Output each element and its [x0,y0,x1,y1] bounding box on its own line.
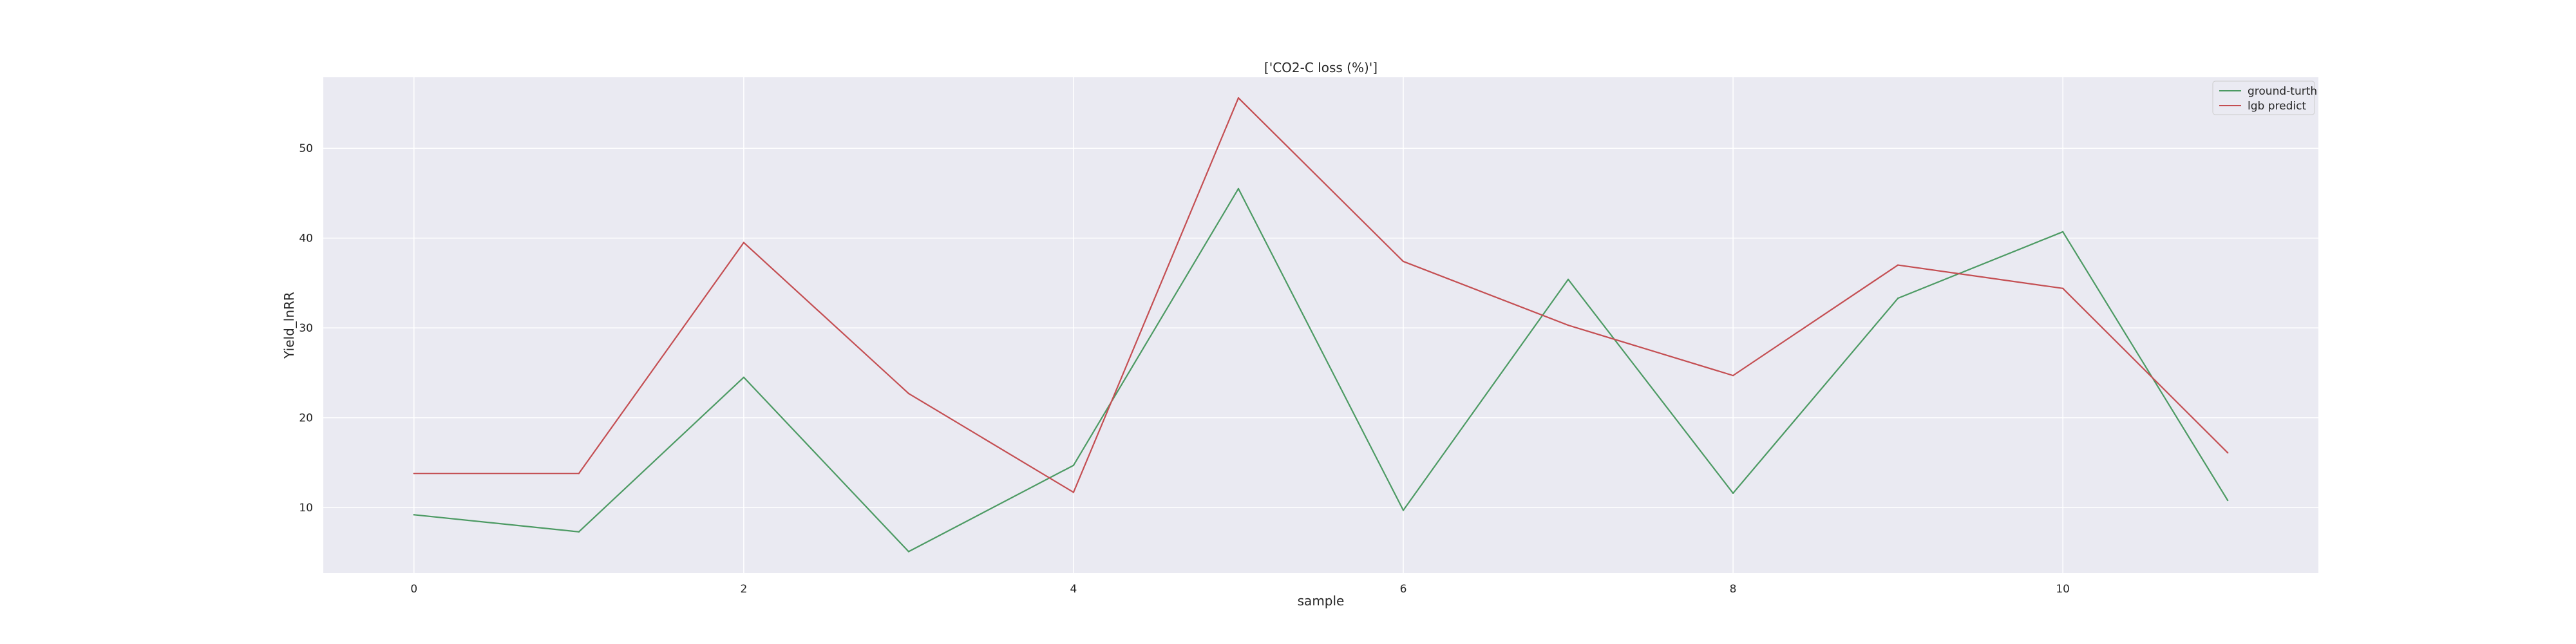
data-point [1237,97,1240,99]
x-tick-label: 10 [2056,583,2070,596]
y-tick-label: 10 [299,502,313,515]
data-point [1897,264,1899,266]
series-lines [413,97,2229,553]
chart-title: ['CO2-C loss (%)'] [1264,60,1378,75]
data-point [413,472,415,475]
data-point [1237,187,1240,190]
data-point [1072,464,1075,466]
x-tick-label: 4 [1070,583,1077,596]
y-tick-label: 40 [299,232,313,245]
data-point [743,376,745,379]
data-point [1567,278,1569,281]
data-point [907,392,910,395]
data-point [907,551,910,553]
data-point [2061,231,2064,233]
data-point [2061,287,2064,290]
data-point [743,242,745,243]
data-point [1402,509,1405,511]
legend-label-ground-truth: ground-turth [2248,85,2317,98]
legend-label-lgb-predict: lgb predict [2248,100,2306,113]
data-point [1072,491,1075,493]
data-point [578,531,580,533]
y-tick-label: 20 [299,412,313,425]
series-line-lgb-predict [413,97,2228,493]
y-tick-label: 30 [299,322,313,335]
data-point [1732,492,1734,495]
data-point [1732,374,1734,377]
data-point [1402,260,1405,263]
x-tick-label: 2 [740,583,747,596]
plot-background [323,77,2318,573]
x-tick-label: 8 [1730,583,1737,596]
data-point [1567,324,1569,327]
tick-labels: 0 2 4 6 8 10 10 20 30 40 50 [299,142,2070,596]
data-point [2226,451,2229,454]
y-axis-label: Yield_lnRR [281,292,297,359]
x-tick-label: 6 [1400,583,1407,596]
data-point [413,514,415,516]
y-tick-label: 50 [299,142,313,155]
data-point [2226,499,2229,502]
series-line-ground-turth [413,187,2229,553]
x-tick-label: 0 [410,583,417,596]
x-axis-label: sample [1298,593,1345,609]
data-point [578,472,580,475]
grid-lines [323,77,2318,573]
legend: ground-turth lgb predict [2212,80,2317,115]
data-point [1897,297,1899,299]
